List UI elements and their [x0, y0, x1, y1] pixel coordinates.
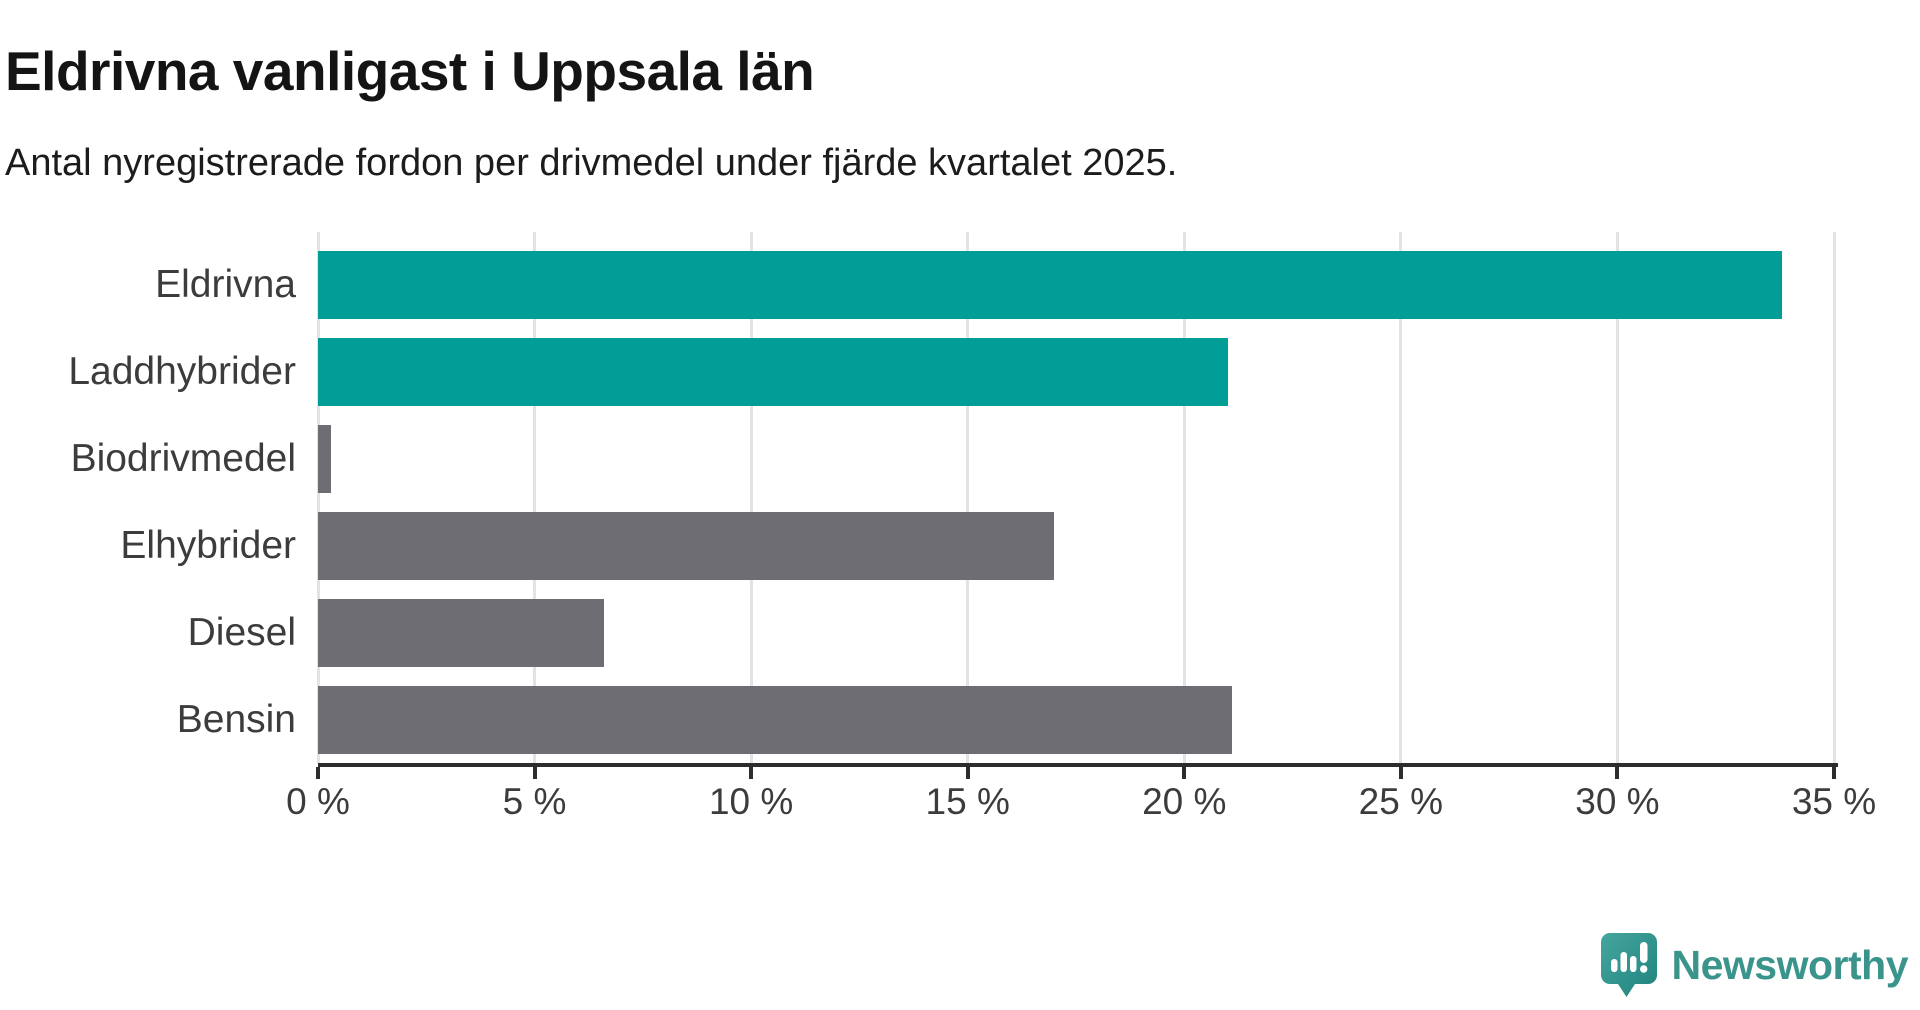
- x-axis-tick-label-5: 5 %: [502, 781, 567, 822]
- bar-elhybrider: [318, 512, 1055, 580]
- x-axis-tick-0: [316, 767, 320, 779]
- x-axis-tick-20: [1182, 767, 1187, 779]
- x-axis-line: [318, 763, 1838, 767]
- newsworthy-logo: Newsworthy: [1600, 932, 1909, 998]
- gridline-30: [1615, 232, 1619, 763]
- x-axis-tick-25: [1398, 767, 1403, 779]
- x-axis-tick-label-20: 20 %: [1142, 781, 1227, 822]
- x-axis-tick-15: [965, 767, 970, 779]
- x-axis-tick-label-0: 0 %: [286, 781, 350, 822]
- bar-laddhybrider: [318, 338, 1228, 406]
- chart-subtitle: Antal nyregistrerade fordon per drivmede…: [5, 142, 1178, 184]
- gridline-20: [1182, 232, 1186, 763]
- x-axis-tick-label-35: 35 %: [1791, 781, 1877, 822]
- category-label-elhybrider: Elhybrider: [120, 524, 296, 567]
- gridline-10: [749, 232, 753, 763]
- category-label-biodrivmedel: Biodrivmedel: [70, 437, 296, 480]
- newsworthy-bubble-chart-icon: [1600, 932, 1658, 998]
- gridline-15: [966, 232, 970, 763]
- x-axis-tick-label-15: 15 %: [925, 781, 1010, 822]
- bar-diesel: [318, 599, 604, 667]
- gridline-0: [316, 232, 320, 763]
- category-label-diesel: Diesel: [187, 611, 296, 654]
- page-title: Eldrivna vanligast i Uppsala län: [5, 39, 815, 102]
- x-axis-tick-label-10: 10 %: [708, 781, 794, 822]
- gridline-5: [533, 232, 537, 763]
- x-axis-tick-35: [1832, 767, 1836, 779]
- x-axis-tick-30: [1615, 767, 1620, 779]
- x-axis-tick-label-30: 30 %: [1575, 781, 1660, 822]
- category-labels: Eldrivna Laddhybrider Biodrivmedel Elhybrid…: [0, 232, 296, 763]
- newsworthy-logo-text: Newsworthy: [1671, 941, 1909, 988]
- bar-biodrivmedel: [318, 425, 331, 493]
- category-label-laddhybrider: Laddhybrider: [68, 350, 296, 393]
- category-label-eldrivna: Eldrivna: [155, 263, 296, 306]
- gridline-35: [1832, 232, 1836, 763]
- x-axis-tick-10: [749, 767, 754, 779]
- x-axis-tick-5: [532, 767, 537, 779]
- bar-bensin: [318, 686, 1232, 754]
- category-label-bensin: Bensin: [176, 698, 296, 741]
- plot-area: [316, 232, 1836, 763]
- gridline-25: [1399, 232, 1403, 763]
- bar-eldrivna: [318, 251, 1783, 319]
- x-axis-tick-label-25: 25 %: [1358, 781, 1444, 822]
